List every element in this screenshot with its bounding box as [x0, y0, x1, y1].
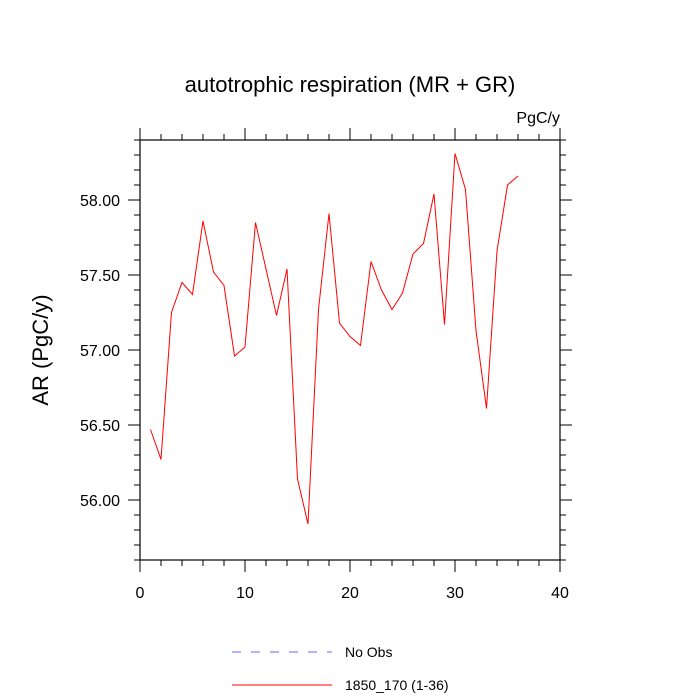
- tick-labels: 0 10 20 30 40 56.00 56.50 57.00 57.50 58.00: [80, 193, 569, 602]
- plot-frame: [139, 139, 561, 561]
- chart-title: autotrophic respiration (MR + GR): [185, 72, 516, 97]
- x-tick-label: 10: [236, 585, 254, 602]
- axis-ticks: [128, 128, 572, 572]
- legend-label: No Obs: [345, 644, 392, 660]
- x-tick-label: 20: [341, 585, 359, 602]
- series-line: [150, 153, 519, 525]
- x-tick-label: 40: [551, 585, 569, 602]
- y-tick-label: 58.00: [80, 193, 120, 210]
- x-tick-label: 30: [446, 585, 464, 602]
- x-tick-label: 0: [136, 585, 145, 602]
- y-tick-label: 57.00: [80, 343, 120, 360]
- legend: No Obs 1850_170 (1-36): [232, 644, 449, 693]
- units-label: PgC/y: [516, 110, 560, 127]
- y-tick-label: 57.50: [80, 268, 120, 285]
- legend-label: 1850_170 (1-36): [345, 677, 449, 693]
- y-axis-label: AR (PgC/y): [28, 294, 53, 405]
- y-tick-label: 56.00: [80, 493, 120, 510]
- series-layer: [150, 153, 519, 525]
- y-tick-label: 56.50: [80, 418, 120, 435]
